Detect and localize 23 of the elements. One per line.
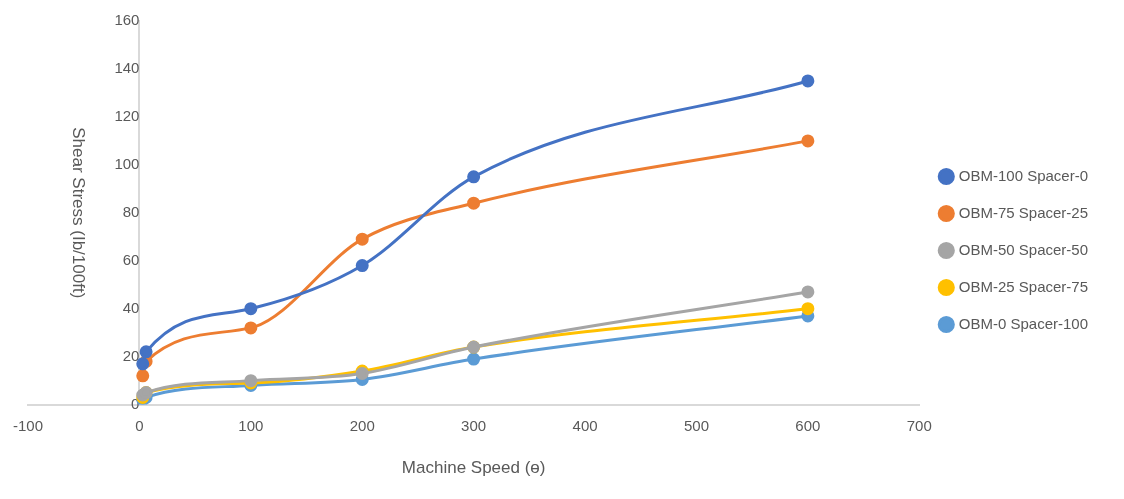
x-tick-label: 100 [238,416,264,434]
legend-label: OBM-25 Spacer-75 [958,277,1089,295]
legend-label: OBM-0 Spacer-100 [958,314,1089,332]
y-tick-label: 40 [122,298,140,316]
x-tick-label: 600 [795,416,821,434]
x-tick-label: 300 [461,416,487,434]
y-tick-label: 160 [114,11,140,29]
x-tick-label: 400 [572,416,598,434]
y-tick-label: 100 [114,154,140,172]
legend-label: OBM-50 Spacer-50 [958,240,1089,258]
y-axis-title: Shear Stress (Ib/100ft) [69,127,89,299]
y-tick-label: 20 [122,346,140,364]
legend-label: OBM-75 Spacer-25 [958,203,1089,221]
y-tick-label: 80 [122,202,140,220]
x-tick-label: -100 [12,416,44,434]
y-tick-label: 60 [122,250,140,268]
legend-label: OBM-100 Spacer-0 [958,166,1089,184]
x-axis-title: Machine Speed (ɵ) [401,458,546,478]
x-tick-label: 700 [906,416,932,434]
y-tick-label: 120 [114,107,140,125]
y-tick-label: 140 [114,59,140,77]
x-tick-label: 200 [349,416,375,434]
x-tick-label: 500 [683,416,709,434]
